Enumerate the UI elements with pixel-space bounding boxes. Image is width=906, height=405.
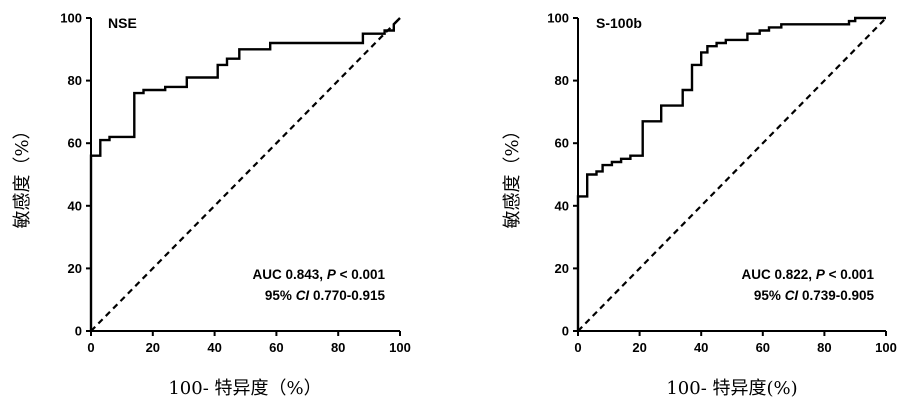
x-tick-label-s100b: 0 bbox=[574, 340, 581, 355]
x-tick-label-s100b: 40 bbox=[694, 340, 708, 355]
reference-diagonal-s100b bbox=[577, 17, 887, 332]
y-tick-label-nse: 100 bbox=[60, 11, 82, 26]
x-axis-title-nse: 100- 特异度（%） bbox=[168, 378, 321, 399]
y-tick-label-s100b: 40 bbox=[555, 198, 569, 213]
x-tick-label-s100b: 60 bbox=[756, 340, 770, 355]
y-tick-label-nse: 80 bbox=[68, 73, 82, 88]
x-tick-label-s100b: 80 bbox=[817, 340, 831, 355]
x-tick-label-s100b: 20 bbox=[632, 340, 646, 355]
panel-title-s100b: S-100b bbox=[596, 15, 642, 31]
roc-panel-nse: 0 20 40 60 80 100 0 20 40 60 80 100 NSE AUC 0.843, … bbox=[12, 11, 411, 400]
y-tick-label-s100b: 60 bbox=[555, 136, 569, 151]
panel-title-nse: NSE bbox=[108, 15, 137, 31]
y-axis-title-s100b: 敏感度（%） bbox=[502, 121, 523, 228]
y-tick-label-nse: 60 bbox=[68, 136, 82, 151]
y-tick-label-nse: 40 bbox=[68, 198, 82, 213]
reference-diagonal-nse bbox=[90, 17, 401, 332]
x-tick-label-nse: 0 bbox=[87, 340, 94, 355]
x-tick-label-nse: 20 bbox=[146, 340, 160, 355]
auc-annotation-nse: AUC 0.843, P < 0.001 bbox=[253, 267, 386, 282]
auc-annotation-s100b: AUC 0.822, P < 0.001 bbox=[742, 267, 875, 282]
roc-curve-s100b bbox=[576, 16, 886, 331]
x-tick-label-nse: 40 bbox=[207, 340, 221, 355]
y-tick-label-s100b: 80 bbox=[555, 73, 569, 88]
roc-curve-nse bbox=[89, 17, 401, 331]
y-tick-label-s100b: 0 bbox=[562, 324, 569, 339]
x-tick-label-nse: 100 bbox=[389, 340, 411, 355]
x-tick-label-s100b: 100 bbox=[875, 340, 897, 355]
y-axis-title-nse: 敏感度（%） bbox=[12, 121, 33, 228]
y-tick-label-s100b: 20 bbox=[555, 261, 569, 276]
y-tick-label-nse: 0 bbox=[75, 324, 82, 339]
y-tick-label-s100b: 100 bbox=[547, 11, 569, 26]
x-tick-label-nse: 60 bbox=[269, 340, 283, 355]
x-tick-label-nse: 80 bbox=[331, 340, 345, 355]
y-tick-label-nse: 20 bbox=[68, 261, 82, 276]
roc-panel-s100b: 0 20 40 60 80 100 0 20 40 60 80 100 S-100b AUC 0.82… bbox=[502, 11, 897, 400]
x-axis-title-s100b: 100- 特异度(%) bbox=[666, 378, 797, 399]
ci-annotation-nse: 95% CI 0.770-0.915 bbox=[265, 288, 386, 303]
ci-annotation-s100b: 95% CI 0.739-0.905 bbox=[754, 288, 875, 303]
